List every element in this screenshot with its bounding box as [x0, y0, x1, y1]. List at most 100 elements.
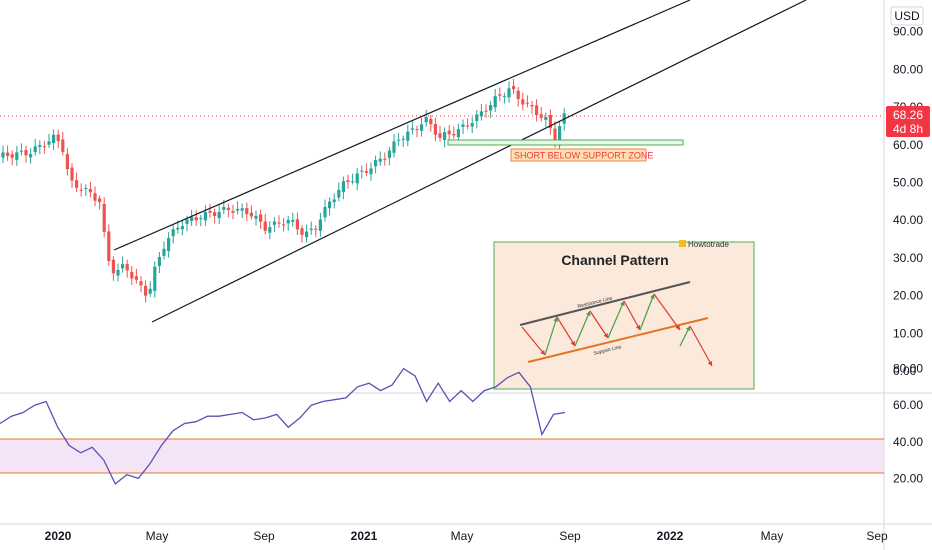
candle-body: [213, 212, 217, 216]
time-tick-label: 2020: [45, 529, 72, 543]
candle-body: [199, 218, 203, 220]
channel-pattern-inset: Channel Pattern Howtotrade Resistance Li…: [493, 240, 755, 390]
candle-body: [525, 102, 529, 104]
candle-body: [75, 180, 79, 188]
inset-arrow-segment: [544, 316, 558, 356]
candle-body: [291, 219, 295, 222]
candle-body: [180, 226, 184, 230]
candle-body: [102, 204, 106, 232]
time-tick-label: Sep: [866, 529, 888, 543]
candle-body: [452, 134, 456, 136]
price-tick-label: 50.00: [893, 176, 923, 190]
candle-body: [231, 211, 235, 213]
inset-arrow-head-icon: [707, 361, 712, 366]
candle-body: [355, 173, 359, 184]
inset-arrow-segment: [521, 326, 546, 356]
candle-body: [286, 219, 290, 224]
candle-body: [65, 154, 69, 169]
candle-body: [116, 270, 120, 276]
inset-arrow-head-icon: [620, 301, 625, 306]
candle-body: [93, 193, 97, 201]
inset-support-line: [527, 317, 709, 363]
candle-body: [401, 138, 405, 140]
inset-arrow-head-icon: [635, 325, 640, 330]
candle-body: [420, 124, 424, 131]
time-axis-ticks: 2020 May Sep 2021 May Sep 2022 May Sep: [45, 529, 888, 543]
price-tick-label: 20.00: [893, 289, 923, 303]
candle-body: [337, 189, 341, 198]
candle-body: [318, 219, 322, 231]
annotation-box[interactable]: [510, 148, 647, 162]
candle-body: [203, 212, 207, 221]
candle-body: [461, 124, 465, 127]
candle-body: [374, 160, 378, 167]
support-zone-rect[interactable]: [447, 139, 684, 146]
rsi-tick-label: 40.00: [893, 435, 923, 449]
candle-body: [254, 215, 258, 219]
inset-zigzag-arrows: [521, 293, 713, 367]
candle-body: [144, 285, 148, 296]
candle-body: [410, 128, 414, 130]
inset-arrow-segment: [689, 325, 713, 367]
candle-body: [502, 95, 506, 97]
candle-body: [208, 210, 212, 213]
candle-body: [33, 146, 37, 152]
candle-body: [341, 181, 345, 192]
currency-badge[interactable]: [890, 6, 924, 26]
last-price-badge[interactable]: [886, 106, 930, 137]
candle-body: [479, 111, 483, 117]
candle-body: [249, 212, 253, 217]
inset-arrow-head-icon: [553, 317, 558, 322]
candle-body: [84, 188, 88, 189]
inset-arrow-head-icon: [586, 311, 591, 316]
rsi-tick-label: 80.00: [893, 362, 923, 376]
candle-body: [107, 231, 111, 262]
candle-body: [364, 171, 368, 173]
candle-body: [378, 158, 382, 162]
candle-body: [323, 206, 327, 218]
candle-body: [369, 168, 373, 175]
last-price-label: 68.26: [893, 108, 923, 122]
candle-body: [194, 217, 198, 221]
candle-body: [245, 208, 249, 215]
candle-body: [429, 118, 433, 125]
candle-body: [553, 128, 557, 145]
candle-body: [259, 214, 263, 222]
candle-body: [521, 99, 525, 105]
candle-body: [466, 125, 470, 127]
candle-body: [516, 90, 520, 99]
price-candles: [1, 79, 566, 303]
candle-body: [47, 141, 51, 145]
candle-body: [360, 170, 364, 172]
rsi-tick-label: 60.00: [893, 398, 923, 412]
candle-body: [125, 264, 129, 271]
rsi-tick-label: 20.00: [893, 471, 923, 485]
candle-body: [282, 224, 286, 226]
inset-arrow-segment: [623, 300, 641, 331]
channel-upper-line[interactable]: [113, 0, 691, 251]
candle-body: [548, 115, 552, 128]
countdown-label: 4d 8h: [893, 122, 923, 136]
candle-body: [415, 129, 419, 131]
candle-body: [121, 264, 125, 269]
rsi-line: [0, 367, 566, 485]
candle-body: [24, 150, 28, 156]
candle-body: [130, 272, 134, 279]
price-tick-label: 40.00: [893, 213, 923, 227]
channel-lower-line[interactable]: [151, 0, 807, 323]
candle-body: [512, 86, 516, 90]
candle-body: [240, 208, 244, 211]
currency-label: USD: [894, 9, 920, 23]
candle-body: [134, 276, 138, 280]
candle-body: [42, 146, 46, 148]
time-tick-label: May: [146, 529, 169, 543]
candle-body: [1, 152, 5, 158]
inset-arrow-segment: [607, 300, 625, 339]
candle-body: [456, 129, 460, 138]
candle-body: [38, 145, 42, 147]
inset-brand: Howtotrade: [688, 240, 729, 249]
price-tick-label: 80.00: [893, 62, 923, 76]
candle-body: [470, 123, 474, 127]
inset-arrow-head-icon: [685, 326, 691, 331]
candle-body: [185, 219, 189, 224]
